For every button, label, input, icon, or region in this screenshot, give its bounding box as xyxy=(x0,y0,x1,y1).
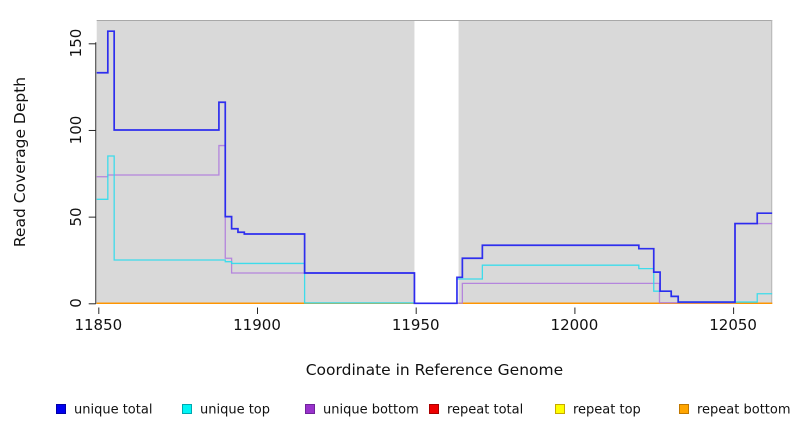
legend-label: repeat top xyxy=(573,402,641,418)
legend-label: unique top xyxy=(200,402,271,418)
x-tick-label: 12050 xyxy=(709,316,757,334)
legend-label: unique bottom xyxy=(323,402,419,418)
x-axis-title: Coordinate in Reference Genome xyxy=(305,361,564,379)
y-tick-label: 0 xyxy=(67,298,85,309)
x-tick-label: 11900 xyxy=(233,316,281,334)
legend-swatch-icon xyxy=(555,404,565,414)
legend-label: repeat bottom xyxy=(697,402,791,418)
y-axis-title: Read Coverage Depth xyxy=(11,76,29,248)
x-tick-label: 12000 xyxy=(550,316,599,334)
y-tick-label: 100 xyxy=(67,115,85,145)
legend-swatch-icon xyxy=(56,404,66,414)
y-tick-label: 50 xyxy=(67,207,85,227)
y-tick-label: 150 xyxy=(67,28,85,58)
x-tick-label: 11850 xyxy=(74,316,123,334)
legend-swatch-icon xyxy=(429,404,439,414)
legend-swatch-icon xyxy=(182,404,192,414)
legend-swatch-icon xyxy=(679,404,689,414)
x-tick-label: 11950 xyxy=(391,316,440,334)
legend-label: repeat total xyxy=(447,402,524,418)
legend-swatch-icon xyxy=(305,404,315,414)
legend-label: unique total xyxy=(74,402,153,418)
